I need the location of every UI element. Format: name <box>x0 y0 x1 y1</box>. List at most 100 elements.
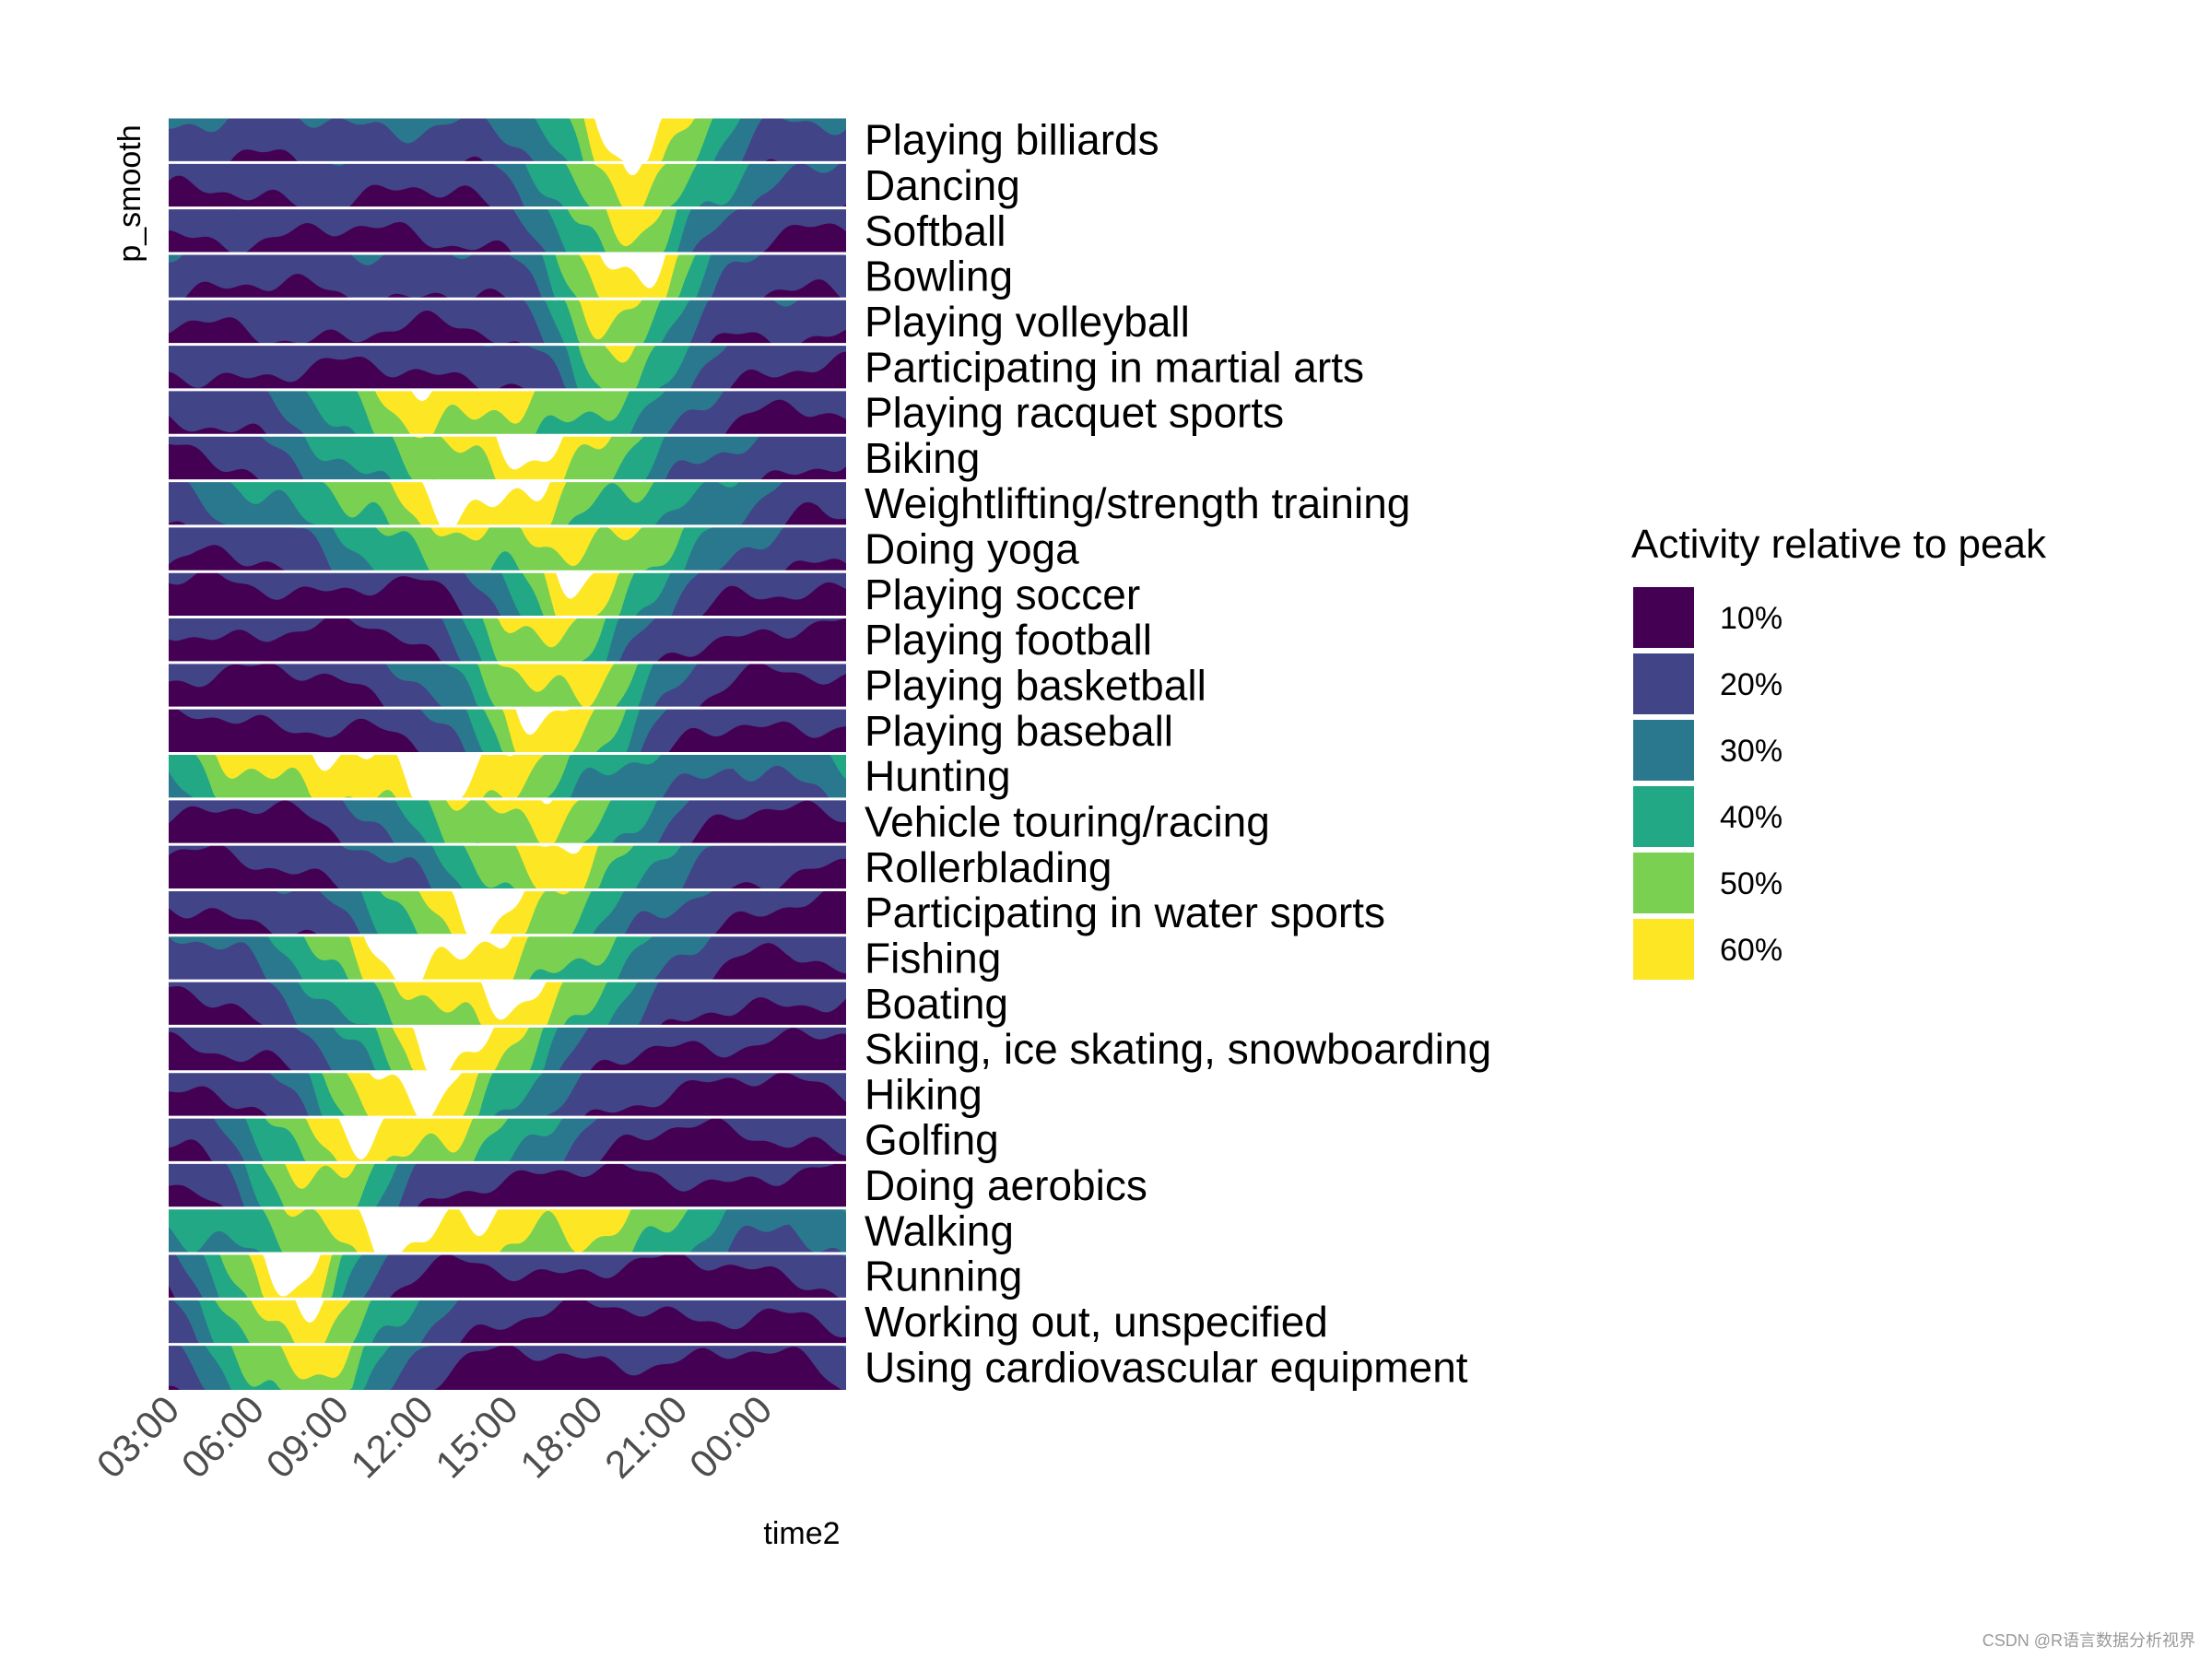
horizon-row <box>169 570 846 618</box>
horizon-band-10% <box>169 943 846 982</box>
legend-swatch <box>1633 919 1694 980</box>
horizon-row <box>169 479 846 526</box>
horizon-band-10% <box>169 662 846 709</box>
horizon-row <box>169 979 846 1027</box>
x-tick-label: 00:00 <box>681 1387 781 1487</box>
horizon-row <box>169 706 846 754</box>
horizon-band-20% <box>169 765 846 799</box>
horizon-band-10% <box>169 1299 846 1345</box>
legend-label: 50% <box>1720 866 1783 901</box>
y-axis-title: p_smooth <box>112 124 147 262</box>
activity-label: Bowling <box>865 253 1013 300</box>
x-tick-label: 15:00 <box>427 1387 526 1487</box>
horizon-band-10% <box>169 1117 846 1163</box>
horizon-rows <box>169 115 846 1390</box>
x-tick-label: 21:00 <box>596 1387 696 1487</box>
activity-labels: Playing billiardsDancingSoftballBowlingP… <box>865 116 1491 1392</box>
horizon-band-20% <box>169 117 846 163</box>
activity-label: Fishing <box>865 934 1001 982</box>
activity-label: Doing yoga <box>865 525 1079 573</box>
horizon-band-10% <box>169 800 846 845</box>
activity-label: Boating <box>865 980 1008 1028</box>
horizon-row <box>169 1115 846 1163</box>
horizon-band-10% <box>169 571 846 618</box>
horizon-band-10% <box>169 1028 846 1072</box>
legend-label: 30% <box>1720 734 1783 769</box>
horizon-band-10% <box>169 844 846 890</box>
horizon-row <box>169 842 846 890</box>
horizon-band-10% <box>169 889 846 935</box>
legend-label: 20% <box>1720 667 1783 702</box>
activity-label: Walking <box>865 1206 1014 1254</box>
horizon-row <box>169 1160 846 1208</box>
x-axis-title: time2 <box>763 1516 840 1551</box>
legend-swatch <box>1633 786 1694 847</box>
horizon-band-10% <box>169 708 846 754</box>
horizon-band-10% <box>169 399 846 436</box>
horizon-row <box>169 388 846 436</box>
activity-label: Playing billiards <box>865 116 1159 164</box>
horizon-band-20% <box>169 844 846 890</box>
horizon-band-40% <box>169 1207 846 1254</box>
activity-label: Weightlifting/strength training <box>865 479 1410 527</box>
horizon-band-20% <box>169 798 846 845</box>
legend-items: 10% 20% 30% 40% 50% 60% <box>1633 587 1783 980</box>
activity-label: Softball <box>865 206 1006 254</box>
horizon-row <box>169 752 846 799</box>
activity-label: Playing volleyball <box>865 298 1190 346</box>
horizon-band-10% <box>169 986 846 1027</box>
horizon-band-10% <box>169 221 846 253</box>
horizon-band-10% <box>169 1344 846 1390</box>
horizon-row <box>169 433 846 481</box>
horizon-row <box>169 1070 846 1118</box>
activity-label: Using cardiovascular equipment <box>865 1343 1468 1391</box>
activity-label: Participating in water sports <box>865 888 1385 936</box>
horizon-band-10% <box>169 617 846 663</box>
horizon-row <box>169 343 846 390</box>
horizon-band-10% <box>169 351 846 390</box>
activity-label: Playing baseball <box>865 707 1173 755</box>
activity-label: Hunting <box>865 752 1011 800</box>
horizon-band-10% <box>169 443 846 481</box>
watermark: CSDN @R语言数据分析视界 <box>1982 1631 2195 1650</box>
horizon-row <box>169 206 846 253</box>
horizon-row <box>169 297 846 345</box>
horizon-band-30% <box>169 480 846 526</box>
horizon-row <box>169 616 846 663</box>
horizon-row <box>169 1343 846 1390</box>
horizon-band-10% <box>169 274 846 300</box>
legend-label: 10% <box>1720 601 1783 636</box>
horizon-band-20% <box>169 435 846 481</box>
horizon-row <box>169 1252 846 1300</box>
activity-label: Hiking <box>865 1070 982 1118</box>
horizon-band-20% <box>169 981 846 1027</box>
horizon-band-20% <box>169 1224 846 1254</box>
activity-label: Playing basketball <box>865 662 1206 710</box>
activity-label: Working out, unspecified <box>865 1298 1328 1346</box>
activity-label: Rollerblading <box>865 843 1112 891</box>
horizon-band-30% <box>169 525 846 572</box>
activity-label: Doing aerobics <box>865 1161 1147 1209</box>
horizon-row <box>169 1206 846 1254</box>
horizon-band-20% <box>169 935 846 982</box>
activity-label: Playing racquet sports <box>865 389 1284 437</box>
x-tick-label: 03:00 <box>88 1387 188 1487</box>
activity-label: Golfing <box>865 1116 999 1164</box>
horizon-row <box>169 661 846 709</box>
x-tick-label: 18:00 <box>512 1387 611 1487</box>
horizon-row <box>169 797 846 845</box>
horizon-band-20% <box>169 389 846 436</box>
activity-label: Playing soccer <box>865 571 1140 618</box>
horizon-band-10% <box>169 545 846 572</box>
legend-label: 40% <box>1720 800 1783 835</box>
x-tick-label: 06:00 <box>173 1387 273 1487</box>
horizon-band-10% <box>169 1253 846 1300</box>
horizon-row <box>169 934 846 982</box>
horizon-band-10% <box>169 1162 846 1208</box>
activity-label: Dancing <box>865 161 1020 209</box>
legend-title: Activity relative to peak <box>1631 522 2047 567</box>
horizon-row <box>169 115 846 163</box>
horizon-band-10% <box>169 311 846 345</box>
